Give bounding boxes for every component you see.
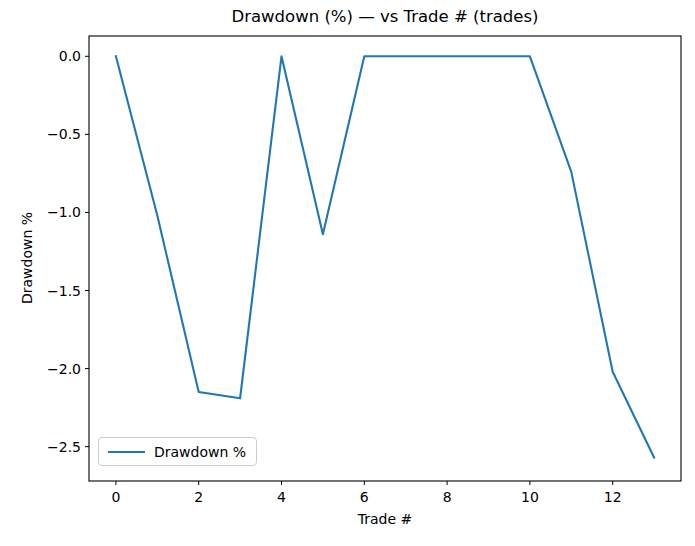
x-tick-label: 4 xyxy=(277,489,286,505)
x-tick-label: 0 xyxy=(111,489,120,505)
y-tick-label: 0.0 xyxy=(59,48,81,64)
legend-line-swatch xyxy=(108,451,145,453)
figure: Drawdown (%) — vs Trade # (trades) 02468… xyxy=(0,0,695,546)
x-tick-label: 6 xyxy=(360,489,369,505)
y-tick-label: −2.5 xyxy=(47,439,81,455)
legend: Drawdown % xyxy=(98,437,257,466)
x-tick-label: 12 xyxy=(604,489,622,505)
y-tick-label: −0.5 xyxy=(47,126,81,142)
x-tick-label: 10 xyxy=(521,489,539,505)
x-tick-label: 2 xyxy=(194,489,203,505)
y-axis-label: Drawdown % xyxy=(19,212,35,304)
y-tick-label: −1.5 xyxy=(47,283,81,299)
plot-frame xyxy=(89,36,681,481)
y-tick-label: −1.0 xyxy=(47,204,81,220)
y-tick-label: −2.0 xyxy=(47,361,81,377)
drawdown-line xyxy=(116,56,654,457)
legend-label: Drawdown % xyxy=(154,444,246,460)
x-axis-label: Trade # xyxy=(89,511,681,527)
x-tick-label: 8 xyxy=(443,489,452,505)
